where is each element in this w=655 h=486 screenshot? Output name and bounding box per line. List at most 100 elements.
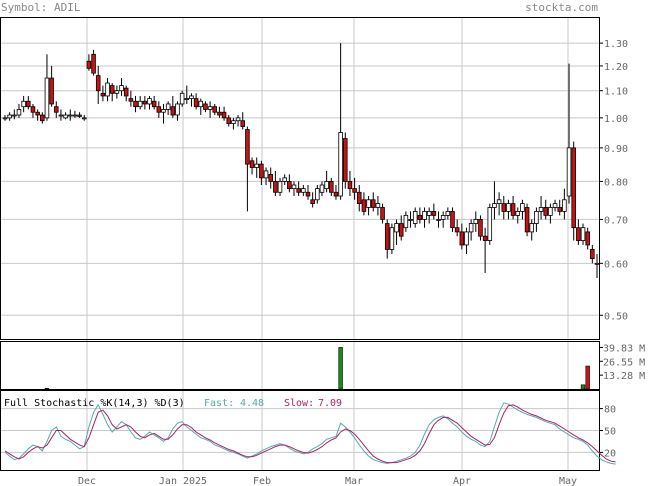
candle bbox=[291, 181, 297, 197]
candle-body bbox=[319, 184, 325, 193]
candle bbox=[287, 174, 292, 193]
fast-label: Fast: bbox=[204, 398, 234, 409]
candle bbox=[310, 192, 315, 208]
candle-body bbox=[217, 111, 222, 116]
x-axis: Dec Jan 2025 Feb Mar Apr May bbox=[78, 476, 577, 486]
candle bbox=[566, 63, 572, 204]
candle-body bbox=[566, 147, 572, 197]
candle-body bbox=[273, 181, 278, 193]
candle bbox=[431, 203, 437, 220]
candle-body bbox=[431, 211, 437, 216]
candle-body bbox=[123, 87, 129, 97]
candle-body bbox=[515, 211, 521, 216]
candle bbox=[482, 227, 488, 273]
stochastic-tick-label: 80 bbox=[604, 405, 616, 416]
candle-body bbox=[492, 203, 497, 208]
candle-body bbox=[347, 181, 353, 190]
candle bbox=[105, 78, 110, 102]
candle bbox=[594, 253, 600, 278]
price-tick-label: 1.10 bbox=[604, 87, 628, 98]
candle bbox=[562, 188, 567, 220]
candle bbox=[422, 207, 427, 228]
candle bbox=[254, 157, 259, 178]
candle bbox=[529, 219, 535, 241]
candle bbox=[81, 115, 87, 121]
candle-body bbox=[72, 114, 78, 117]
candle bbox=[142, 95, 148, 110]
candle-body bbox=[459, 231, 465, 246]
volume-tick-label: 39.83 M bbox=[603, 343, 645, 354]
candle-body bbox=[417, 214, 423, 220]
stochastic-title: Full Stochastic %K(14,3) %D(3) bbox=[4, 398, 185, 409]
candle-body bbox=[263, 170, 269, 179]
candle bbox=[165, 101, 171, 116]
symbol-label: Symbol: ADIL bbox=[1, 1, 81, 14]
candle-body bbox=[49, 77, 54, 105]
candle bbox=[389, 223, 395, 254]
candle-body bbox=[529, 223, 535, 233]
candle-body bbox=[30, 106, 36, 113]
candle bbox=[259, 160, 264, 185]
candle-body bbox=[109, 85, 115, 94]
candle-body bbox=[329, 181, 334, 193]
candle bbox=[161, 103, 166, 124]
candle-body bbox=[179, 92, 185, 105]
candle bbox=[590, 244, 595, 264]
slow-label: Slow: bbox=[284, 398, 314, 409]
candle-body bbox=[95, 75, 101, 92]
candle-body bbox=[16, 109, 22, 116]
candle-body bbox=[189, 95, 194, 99]
candle-body bbox=[287, 181, 292, 190]
candle bbox=[370, 192, 376, 212]
candle-body bbox=[310, 199, 315, 205]
candle-body bbox=[91, 53, 96, 74]
candle-body bbox=[571, 147, 576, 229]
candle bbox=[235, 115, 241, 127]
candle-body bbox=[580, 227, 586, 241]
volume-bar bbox=[44, 388, 50, 390]
candle-body bbox=[147, 98, 152, 105]
candle bbox=[151, 95, 157, 110]
candle bbox=[496, 192, 502, 216]
candle-body bbox=[207, 106, 213, 110]
candle-body bbox=[478, 219, 483, 237]
candle-body bbox=[259, 163, 264, 179]
x-tick-label: Apr bbox=[453, 476, 471, 486]
volume-bar bbox=[338, 347, 343, 390]
candle bbox=[366, 196, 371, 216]
candle bbox=[548, 203, 553, 224]
candle bbox=[114, 85, 120, 99]
candle bbox=[450, 207, 455, 232]
candle bbox=[179, 90, 185, 107]
candle bbox=[319, 181, 325, 197]
candle bbox=[585, 227, 590, 250]
candle-body bbox=[12, 114, 17, 117]
candle bbox=[357, 184, 362, 212]
candle-body bbox=[226, 117, 232, 125]
candle bbox=[212, 103, 218, 116]
candle bbox=[207, 101, 213, 118]
candle-body bbox=[394, 223, 399, 233]
stochastic-axis: 80 50 20 bbox=[599, 405, 616, 459]
candle bbox=[324, 170, 329, 193]
candle-body bbox=[245, 129, 250, 165]
candle bbox=[347, 170, 353, 197]
candle-body bbox=[548, 207, 553, 216]
candle bbox=[487, 203, 493, 245]
candle bbox=[249, 157, 255, 175]
candle-body bbox=[590, 249, 595, 260]
candle-body bbox=[301, 188, 306, 193]
price-panel bbox=[0, 17, 600, 340]
candle-body bbox=[473, 219, 479, 224]
candle-body bbox=[105, 82, 110, 97]
price-tick-label: 0.90 bbox=[604, 144, 628, 155]
candle-body bbox=[268, 173, 273, 182]
fast-stochastic-line bbox=[4, 402, 616, 465]
candle bbox=[12, 109, 17, 120]
candle-body bbox=[464, 231, 469, 246]
candle-body bbox=[240, 120, 245, 127]
candle bbox=[436, 211, 441, 228]
candle bbox=[459, 223, 465, 250]
candle-body bbox=[445, 211, 451, 216]
